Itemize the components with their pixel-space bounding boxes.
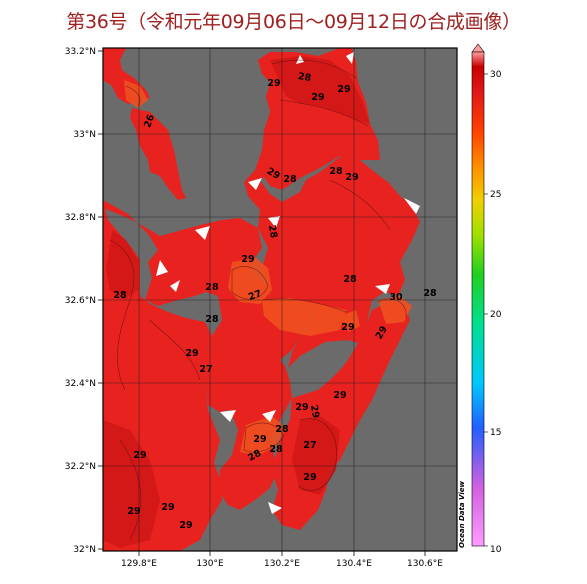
contour-label: 29: [333, 390, 346, 401]
cloud-gaps: [156, 52, 420, 514]
lat-tick-label: 32.6°N: [65, 296, 96, 306]
contour-label: 30: [389, 292, 403, 303]
page-title: 第36号（令和元年09月06日〜09月12日の合成画像）: [66, 11, 521, 33]
map-frame: [102, 47, 458, 552]
warm-patches: [103, 56, 370, 548]
contour-label: 28: [283, 174, 297, 185]
contour-label: 28: [297, 71, 312, 84]
contour-label: 28: [205, 282, 219, 293]
lon-axis: 129.8°E 130°E 130.2°E 130.4°E 130.6°E: [121, 551, 443, 569]
colorbar-tick-label: 15: [490, 428, 501, 438]
contour-label: 29: [345, 172, 358, 183]
contour-label: 29: [253, 434, 266, 445]
lon-tick-label: 130.4°E: [336, 559, 372, 569]
contour-label: 27: [199, 364, 212, 375]
lon-tick-label: 129.8°E: [121, 559, 157, 569]
lon-tick-label: 130.6°E: [407, 559, 443, 569]
contour-label: 29: [311, 92, 324, 103]
contour-label: 29: [303, 472, 316, 483]
lon-tick-label: 130.2°E: [264, 559, 300, 569]
contour-label: 29: [267, 78, 280, 89]
ocean-data-view-credit: Ocean Data View: [458, 481, 466, 548]
contour-label: 28: [113, 290, 127, 301]
colorbar-tick-label: 10: [490, 545, 502, 555]
contour-label: 29: [133, 450, 146, 461]
lat-tick-label: 32.2°N: [65, 462, 96, 472]
contour-label: 29: [241, 254, 254, 265]
contour-label: 29: [185, 348, 198, 359]
contour-label: 27: [303, 440, 316, 451]
contour-label: 27: [247, 288, 263, 303]
colorbar-tick-label: 30: [490, 70, 502, 80]
lat-tick-label: 33°N: [73, 130, 96, 140]
contour-label: 29: [161, 502, 174, 513]
contour-label: 29: [308, 404, 321, 419]
contour-label: 29: [337, 84, 350, 95]
contour-label: 28: [275, 424, 289, 435]
lat-axis: 33.2°N 33°N 32.8°N 32.6°N 32.4°N 32.2°N …: [65, 47, 103, 555]
colorbar-bar: [471, 51, 485, 547]
contour-label: 26: [142, 113, 157, 130]
lat-tick-label: 33.2°N: [65, 47, 96, 57]
contour-label: 28: [205, 314, 219, 325]
lat-tick-label: 32.8°N: [65, 213, 96, 223]
contour-label: 28: [269, 444, 283, 455]
graticule: [103, 48, 457, 551]
contour-label: 29: [127, 506, 140, 517]
contour-label: 28: [329, 166, 343, 177]
contour-label: 28: [423, 288, 437, 299]
colorbar: 30 25 20 15 10: [471, 43, 502, 555]
contour-label: 29: [179, 520, 192, 531]
contour-label: 29: [295, 402, 308, 413]
lat-tick-label: 32.4°N: [65, 379, 96, 389]
lat-tick-label: 32°N: [73, 545, 96, 555]
colorbar-tick-label: 20: [490, 310, 502, 320]
lon-tick-label: 130°E: [196, 559, 224, 569]
contour-label: 28: [343, 274, 357, 285]
contour-label: 28: [266, 224, 279, 239]
colorbar-tick-label: 25: [490, 190, 501, 200]
colorbar-ticks: [484, 73, 488, 547]
contour-label: 29: [341, 322, 354, 333]
colorbar-top-arrow: [471, 43, 485, 53]
